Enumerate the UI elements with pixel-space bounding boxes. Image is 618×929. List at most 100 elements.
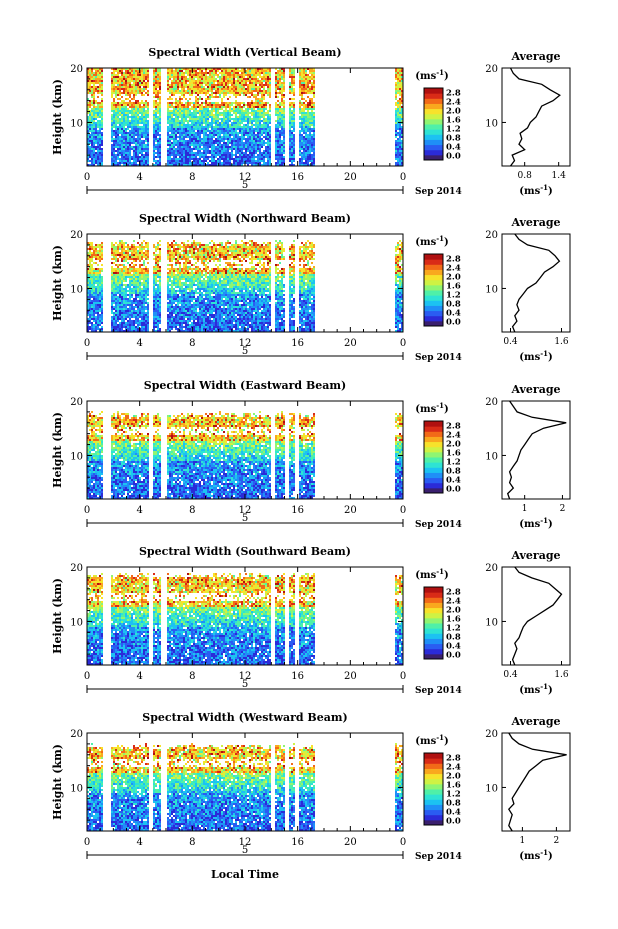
heatmap-cell: [97, 96, 99, 98]
heatmap-cell: [207, 138, 209, 140]
heatmap-cell: [263, 74, 265, 76]
heatmap-cell: [93, 90, 95, 92]
heatmap-cell: [113, 114, 115, 116]
heatmap-cell: [115, 156, 117, 158]
heatmap-cell: [231, 104, 233, 106]
heatmap-cell: [309, 102, 311, 104]
heatmap-cell: [183, 128, 185, 130]
heatmap-cell: [301, 98, 303, 100]
heatmap-cell: [143, 146, 145, 148]
heatmap-cell: [299, 108, 301, 110]
heatmap-cell: [275, 124, 277, 126]
heatmap-cell: [303, 92, 305, 94]
heatmap-cell: [225, 84, 227, 86]
heatmap-cell: [187, 112, 189, 114]
heatmap-cell: [209, 106, 211, 108]
heatmap-cell: [289, 134, 291, 136]
heatmap-cell: [181, 70, 183, 72]
heatmap-cell: [399, 100, 401, 102]
heatmap-cell: [281, 82, 283, 84]
heatmap-cell: [175, 92, 177, 94]
heatmap-cell: [155, 138, 157, 140]
heatmap-cell: [245, 104, 247, 106]
heatmap-cell: [89, 260, 91, 262]
heatmap-cell: [215, 146, 217, 148]
heatmap-cell: [305, 76, 307, 78]
heatmap-cell: [137, 78, 139, 80]
heatmap-cell: [131, 114, 133, 116]
heatmap-cell: [93, 294, 95, 296]
heatmap-cell: [311, 70, 313, 72]
heatmap-cell: [283, 124, 285, 126]
heatmap-cell: [95, 134, 97, 136]
heatmap-cell: [137, 124, 139, 126]
heatmap-cell: [173, 80, 175, 82]
heatmap-cell: [263, 152, 265, 154]
heatmap-cell: [311, 102, 313, 104]
heatmap-cell: [265, 104, 267, 106]
heatmap-cell: [253, 96, 255, 98]
heatmap-cell: [131, 122, 133, 124]
heatmap-cell: [119, 78, 121, 80]
heatmap-cell: [113, 296, 115, 298]
heatmap-cell: [183, 92, 185, 94]
heatmap-cell: [269, 158, 271, 160]
heatmap-cell: [181, 82, 183, 84]
heatmap-cell: [213, 86, 215, 88]
heatmap-cell: [183, 82, 185, 84]
heatmap-cell: [95, 108, 97, 110]
heatmap-cell: [255, 78, 257, 80]
heatmap-cell: [95, 130, 97, 132]
heatmap-cell: [93, 250, 95, 252]
heatmap-cell: [257, 154, 259, 156]
heatmap-cell: [255, 122, 257, 124]
heatmap-cell: [187, 78, 189, 80]
heatmap-cell: [167, 126, 169, 128]
heatmap-cell: [397, 128, 399, 130]
heatmap-cell: [93, 282, 95, 284]
heatmap-cell: [303, 90, 305, 92]
heatmap-cell: [201, 108, 203, 110]
heatmap-cell: [199, 76, 201, 78]
heatmap-cell: [397, 152, 399, 154]
heatmap-cell: [203, 86, 205, 88]
heatmap-cell: [255, 114, 257, 116]
heatmap-cell: [89, 124, 91, 126]
heatmap-cell: [93, 270, 95, 272]
heatmap-cell: [399, 102, 401, 104]
heatmap-cell: [227, 146, 229, 148]
heatmap-cell: [125, 116, 127, 118]
heatmap-cell: [181, 152, 183, 154]
heatmap-cell: [167, 136, 169, 138]
heatmap-cell: [187, 80, 189, 82]
heatmap-cell: [207, 96, 209, 98]
heatmap-cell: [117, 144, 119, 146]
heatmap-cell: [395, 142, 397, 144]
heatmap-cell: [311, 154, 313, 156]
heatmap-cell: [269, 78, 271, 80]
heatmap-cell: [125, 160, 127, 162]
heatmap-cell: [305, 112, 307, 114]
heatmap-cell: [121, 116, 123, 118]
heatmap-cell: [217, 74, 219, 76]
heatmap-cell: [303, 118, 305, 120]
heatmap-cell: [121, 122, 123, 124]
heatmap-cell: [185, 70, 187, 72]
heatmap-cell: [95, 320, 97, 322]
heatmap-cell: [235, 88, 237, 90]
heatmap-cell: [117, 136, 119, 138]
heatmap-cell: [277, 140, 279, 142]
heatmap-cell: [99, 88, 101, 90]
heatmap-cell: [239, 158, 241, 160]
heatmap-cell: [169, 92, 171, 94]
heatmap-cell: [205, 108, 207, 110]
heatmap-cell: [251, 86, 253, 88]
heatmap-cell: [209, 146, 211, 148]
heatmap-cell: [305, 86, 307, 88]
heatmap-cell: [195, 108, 197, 110]
heatmap-cell: [219, 132, 221, 134]
heatmap-cell: [197, 150, 199, 152]
heatmap-cell: [93, 132, 95, 134]
heatmap-cell: [157, 148, 159, 150]
heatmap-cell: [399, 114, 401, 116]
